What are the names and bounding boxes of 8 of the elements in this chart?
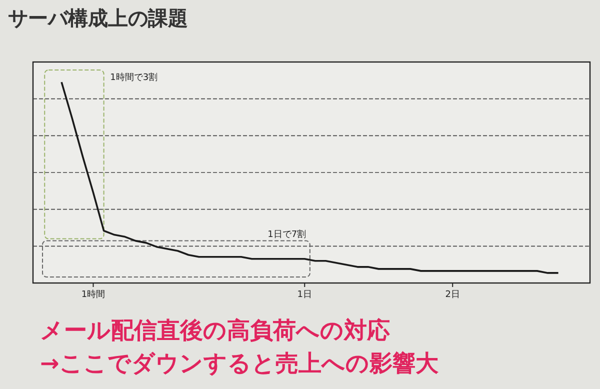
x-tick-label: 2日	[445, 290, 460, 300]
text: メール配信直後の高負荷への対応	[40, 317, 390, 344]
x-tick-label: 1時間	[81, 289, 106, 300]
annotation: 1時間で3割	[110, 72, 158, 83]
text: →ここでダウンすると売上への影響大	[40, 351, 440, 377]
x-tick-label: 1日	[297, 290, 312, 300]
annotation: 1日で7割	[268, 228, 306, 240]
chart-title: サーバ構成上の課題	[8, 6, 188, 30]
